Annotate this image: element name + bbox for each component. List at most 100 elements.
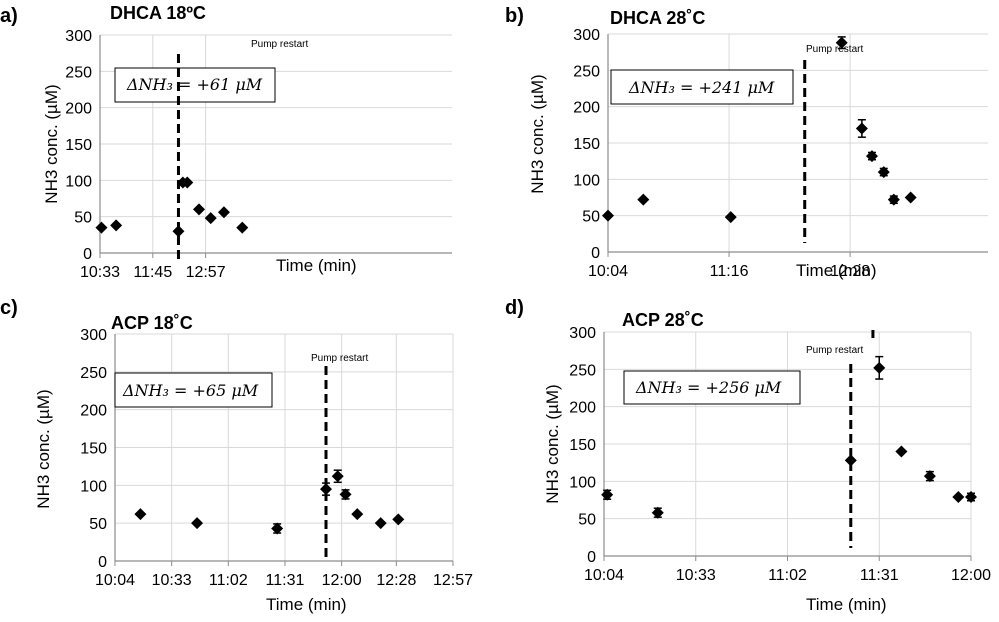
- data-point: [835, 36, 848, 49]
- y-tick-label: 150: [573, 136, 600, 153]
- x-axis-label: Time (min): [796, 261, 877, 280]
- data-point: [236, 221, 249, 234]
- x-tick-label: 10:33: [676, 567, 716, 584]
- y-tick-label: 50: [578, 512, 596, 529]
- x-tick-label: 11:31: [860, 567, 899, 584]
- chart-title: DHCA 28˚C: [610, 8, 705, 28]
- panel-label: c): [0, 297, 18, 319]
- data-point: [110, 219, 123, 232]
- y-tick-label: 50: [582, 209, 600, 226]
- x-tick-label: 10:04: [588, 263, 628, 280]
- x-tick-label: 12:57: [433, 572, 473, 589]
- y-tick-label: 300: [569, 325, 596, 342]
- x-tick-label: 12:00: [322, 572, 362, 589]
- y-tick-label: 100: [65, 173, 92, 190]
- y-tick-label: 300: [65, 28, 92, 45]
- panel-label: a): [0, 5, 18, 27]
- y-tick-label: 0: [591, 245, 600, 262]
- data-point: [374, 517, 387, 530]
- delta-annotation-box: [610, 69, 794, 105]
- data-point: [181, 176, 194, 189]
- chart-title: ACP 18˚C: [111, 313, 193, 333]
- data-point: [95, 221, 108, 234]
- x-tick-label: 11:45: [133, 264, 172, 281]
- y-tick-label: 0: [83, 246, 92, 263]
- data-point: [904, 191, 917, 204]
- data-point: [193, 203, 205, 216]
- x-tick-label: 11:31: [266, 572, 305, 589]
- x-tick-label: 10:33: [80, 264, 120, 281]
- y-tick-label: 250: [80, 365, 107, 382]
- y-tick-label: 50: [74, 210, 92, 227]
- delta-annotation-box: [114, 372, 273, 408]
- y-tick-label: 100: [80, 478, 107, 495]
- y-tick-label: 250: [573, 63, 600, 80]
- data-point: [392, 513, 405, 526]
- y-tick-label: 200: [569, 400, 596, 417]
- y-tick-label: 250: [65, 64, 92, 81]
- data-point: [637, 193, 650, 206]
- y-axis-label: NH3 conc. (µM): [42, 84, 61, 203]
- y-tick-label: 150: [65, 137, 92, 154]
- data-point: [952, 491, 965, 504]
- delta-annotation: ΔNH₃ = +65 μM: [122, 381, 259, 400]
- chart-title: DHCA 18ºC: [110, 3, 206, 23]
- x-tick-label: 10:04: [95, 572, 135, 589]
- data-point: [331, 470, 344, 483]
- y-tick-label: 250: [569, 362, 596, 379]
- delta-annotation-box: [114, 67, 276, 103]
- y-tick-label: 0: [98, 554, 107, 571]
- y-axis-label: NH3 conc. (µM): [543, 384, 562, 503]
- panel-label: b): [505, 5, 524, 27]
- data-point: [602, 209, 614, 222]
- data-point: [217, 206, 230, 219]
- data-point: [844, 454, 857, 467]
- data-point: [923, 470, 936, 483]
- delta-annotation: ΔNH₃ = +256 μM: [635, 378, 782, 397]
- pump-restart-label: Pump restart: [311, 353, 368, 364]
- x-tick-label: 11:02: [209, 572, 248, 589]
- y-tick-label: 200: [65, 101, 92, 118]
- y-tick-label: 150: [80, 441, 107, 458]
- x-tick-label: 11:16: [710, 263, 749, 280]
- y-tick-label: 0: [587, 549, 596, 566]
- data-point: [865, 150, 878, 163]
- pump-restart-label: Pump restart: [251, 39, 308, 50]
- data-point: [134, 508, 147, 521]
- x-tick-label: 12:28: [376, 572, 416, 589]
- y-tick-label: 200: [573, 100, 600, 117]
- x-tick-label: 11:02: [768, 567, 807, 584]
- delta-annotation: ΔNH₃ = +61 μM: [126, 75, 263, 94]
- delta-annotation-box: [623, 370, 801, 405]
- data-point: [877, 166, 890, 179]
- y-tick-label: 100: [573, 172, 600, 189]
- data-point: [965, 491, 977, 504]
- data-point: [271, 522, 284, 535]
- data-point: [351, 508, 364, 521]
- x-tick-label: 10:33: [152, 572, 192, 589]
- data-point: [873, 361, 886, 374]
- panel-label: d): [505, 297, 524, 319]
- y-axis-label: NH3 conc. (µM): [34, 389, 53, 508]
- data-point: [601, 488, 614, 501]
- x-axis-label: Time (min): [266, 595, 347, 614]
- x-tick-label: 10:04: [584, 567, 624, 584]
- y-tick-label: 200: [80, 403, 107, 420]
- x-axis-label: Time (min): [806, 595, 887, 614]
- x-tick-label: 12:57: [186, 264, 226, 281]
- pump-restart-label: Pump restart: [806, 345, 863, 356]
- x-tick-label: 12:28: [830, 263, 870, 280]
- y-tick-label: 100: [569, 474, 596, 491]
- chart-title: ACP 28˚C: [622, 310, 704, 330]
- pump-restart-label: Pump restart: [806, 44, 863, 55]
- y-tick-label: 150: [569, 437, 596, 454]
- data-point: [651, 506, 664, 519]
- y-tick-label: 50: [89, 516, 107, 533]
- data-point: [895, 445, 908, 458]
- data-point: [320, 483, 333, 496]
- data-point: [204, 212, 217, 225]
- data-point: [339, 488, 352, 501]
- x-tick-label: 12:00: [951, 567, 991, 584]
- data-point: [855, 122, 868, 135]
